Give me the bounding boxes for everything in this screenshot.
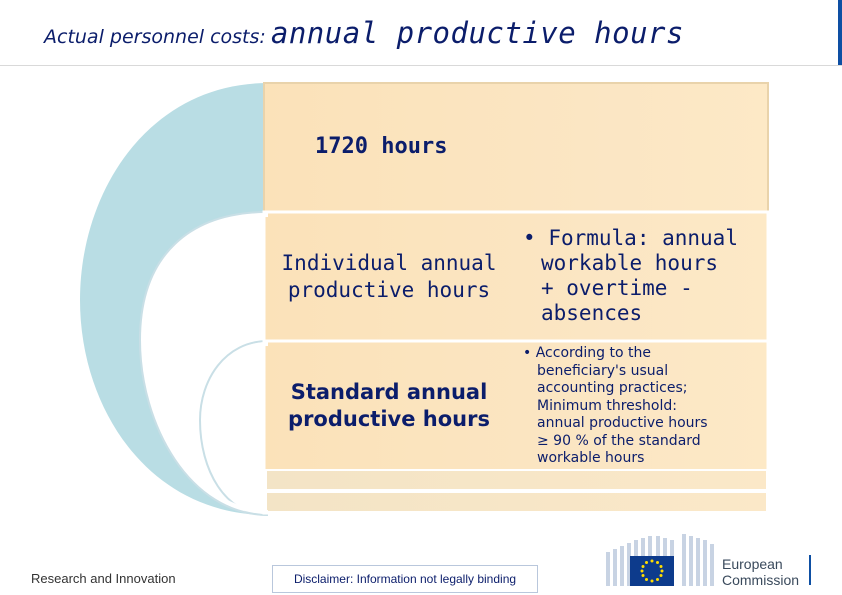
- ec-divider-bar: [809, 555, 811, 585]
- formula-line1: Formula: annual: [548, 226, 738, 250]
- standard-desc-line2: beneficiary's usual: [537, 362, 669, 379]
- title-main: annual productive hours: [270, 16, 684, 50]
- formula-line2: workable hours: [541, 251, 719, 275]
- header-accent-bar: [838, 0, 842, 66]
- individual-label-line1: Individual annual: [281, 251, 497, 275]
- formula-line3: + overtime -: [541, 276, 693, 300]
- page-title: Actual personnel costs: annual productiv…: [44, 16, 684, 50]
- hours-label: 1720 hours: [315, 134, 448, 159]
- standard-desc-line5: annual productive hours: [537, 415, 708, 431]
- standard-desc-line3: accounting practices;: [537, 380, 688, 396]
- individual-label: Individual annual productive hours: [272, 250, 506, 304]
- formula-line4: absences: [541, 301, 643, 325]
- disclaimer-box: Disclaimer: Information not legally bind…: [272, 565, 538, 593]
- eu-flag-icon: [630, 556, 674, 586]
- strip-1: [265, 469, 768, 491]
- ec-wordmark: European Commission: [722, 556, 799, 588]
- standard-label-line2: productive hours: [288, 407, 490, 431]
- european-commission-logo: [606, 534, 714, 586]
- standard-bullet: •: [523, 345, 532, 361]
- formula-bullet: •: [523, 226, 536, 250]
- standard-desc-line1: According to the: [535, 345, 651, 361]
- standard-label: Standard annual productive hours: [270, 379, 508, 433]
- individual-label-line2: productive hours: [287, 278, 491, 302]
- formula-text: • Formula: annual workable hours + overt…: [523, 226, 763, 326]
- title-prefix: Actual personnel costs:: [44, 26, 266, 48]
- program-name: Research and Innovation: [31, 571, 176, 586]
- standard-label-line1: Standard annual: [290, 380, 488, 404]
- standard-desc-line7: workable hours: [537, 450, 645, 466]
- ec-wordmark-line2: Commission: [722, 572, 800, 588]
- strip-2: [265, 491, 768, 513]
- standard-description: • According to the beneficiary's usual a…: [523, 345, 763, 468]
- standard-desc-line6: ≥ 90 % of the standard: [537, 432, 701, 449]
- header-bar: [0, 0, 842, 66]
- standard-desc-line4: Minimum threshold:: [537, 397, 677, 414]
- ec-wordmark-line1: European: [722, 556, 783, 572]
